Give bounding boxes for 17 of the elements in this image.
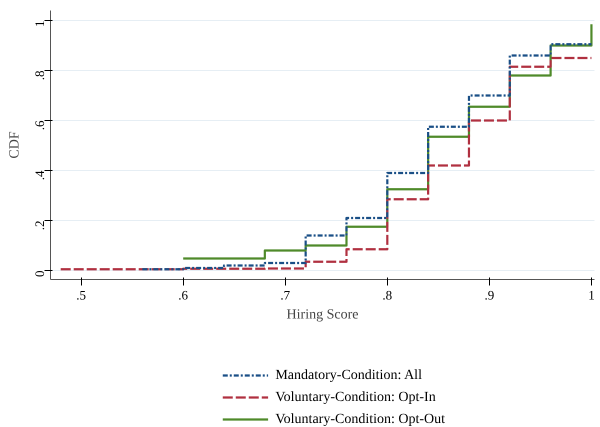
x-tick-label: .8	[382, 288, 392, 302]
x-tick-label: .7	[280, 288, 291, 302]
legend-label: Voluntary-Condition: Opt-In	[275, 390, 436, 405]
x-axis-title: Hiring Score	[286, 308, 358, 322]
legend-label: Voluntary-Condition: Opt-Out	[275, 412, 446, 427]
y-axis-title: CDF	[8, 131, 22, 159]
x-tick-label: .6	[178, 288, 189, 302]
y-tick-label: 1	[32, 20, 47, 27]
y-tick-label: .8	[32, 70, 47, 80]
y-tick-label: .2	[32, 220, 47, 230]
x-tick-label: 1	[588, 288, 595, 302]
y-tick-label: .6	[32, 120, 47, 130]
x-tick-label: .9	[484, 288, 494, 302]
x-tick-label: .5	[76, 288, 86, 302]
legend-label: Mandatory-Condition: All	[275, 368, 422, 383]
y-tick-label: 0	[32, 270, 47, 277]
y-tick-label: .4	[32, 170, 47, 180]
